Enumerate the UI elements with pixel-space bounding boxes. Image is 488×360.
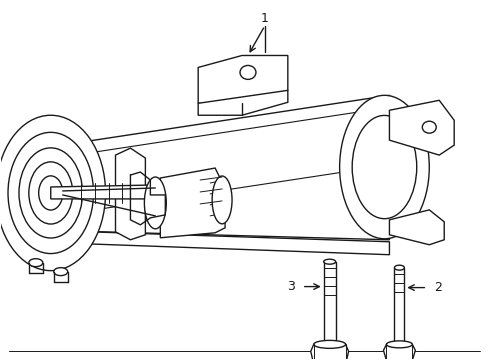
Ellipse shape	[212, 176, 232, 224]
Polygon shape	[51, 185, 155, 199]
Polygon shape	[388, 100, 453, 155]
Ellipse shape	[313, 340, 345, 348]
Polygon shape	[160, 168, 224, 238]
Polygon shape	[115, 148, 145, 240]
Polygon shape	[198, 55, 287, 103]
Polygon shape	[388, 210, 443, 245]
Polygon shape	[310, 345, 348, 360]
Ellipse shape	[29, 259, 42, 267]
Ellipse shape	[39, 176, 62, 210]
Polygon shape	[29, 95, 388, 240]
Ellipse shape	[339, 95, 428, 239]
Polygon shape	[323, 262, 335, 345]
Polygon shape	[383, 345, 414, 360]
Text: 1: 1	[261, 12, 268, 25]
Polygon shape	[394, 268, 404, 345]
Ellipse shape	[386, 341, 411, 348]
Ellipse shape	[240, 66, 255, 80]
Ellipse shape	[0, 115, 105, 271]
Polygon shape	[198, 90, 287, 115]
Polygon shape	[29, 230, 388, 255]
Ellipse shape	[54, 268, 67, 276]
Ellipse shape	[323, 259, 335, 264]
Ellipse shape	[394, 265, 404, 270]
Text: 3: 3	[286, 280, 294, 293]
Ellipse shape	[422, 121, 435, 133]
Ellipse shape	[144, 177, 166, 229]
Text: 2: 2	[433, 281, 441, 294]
